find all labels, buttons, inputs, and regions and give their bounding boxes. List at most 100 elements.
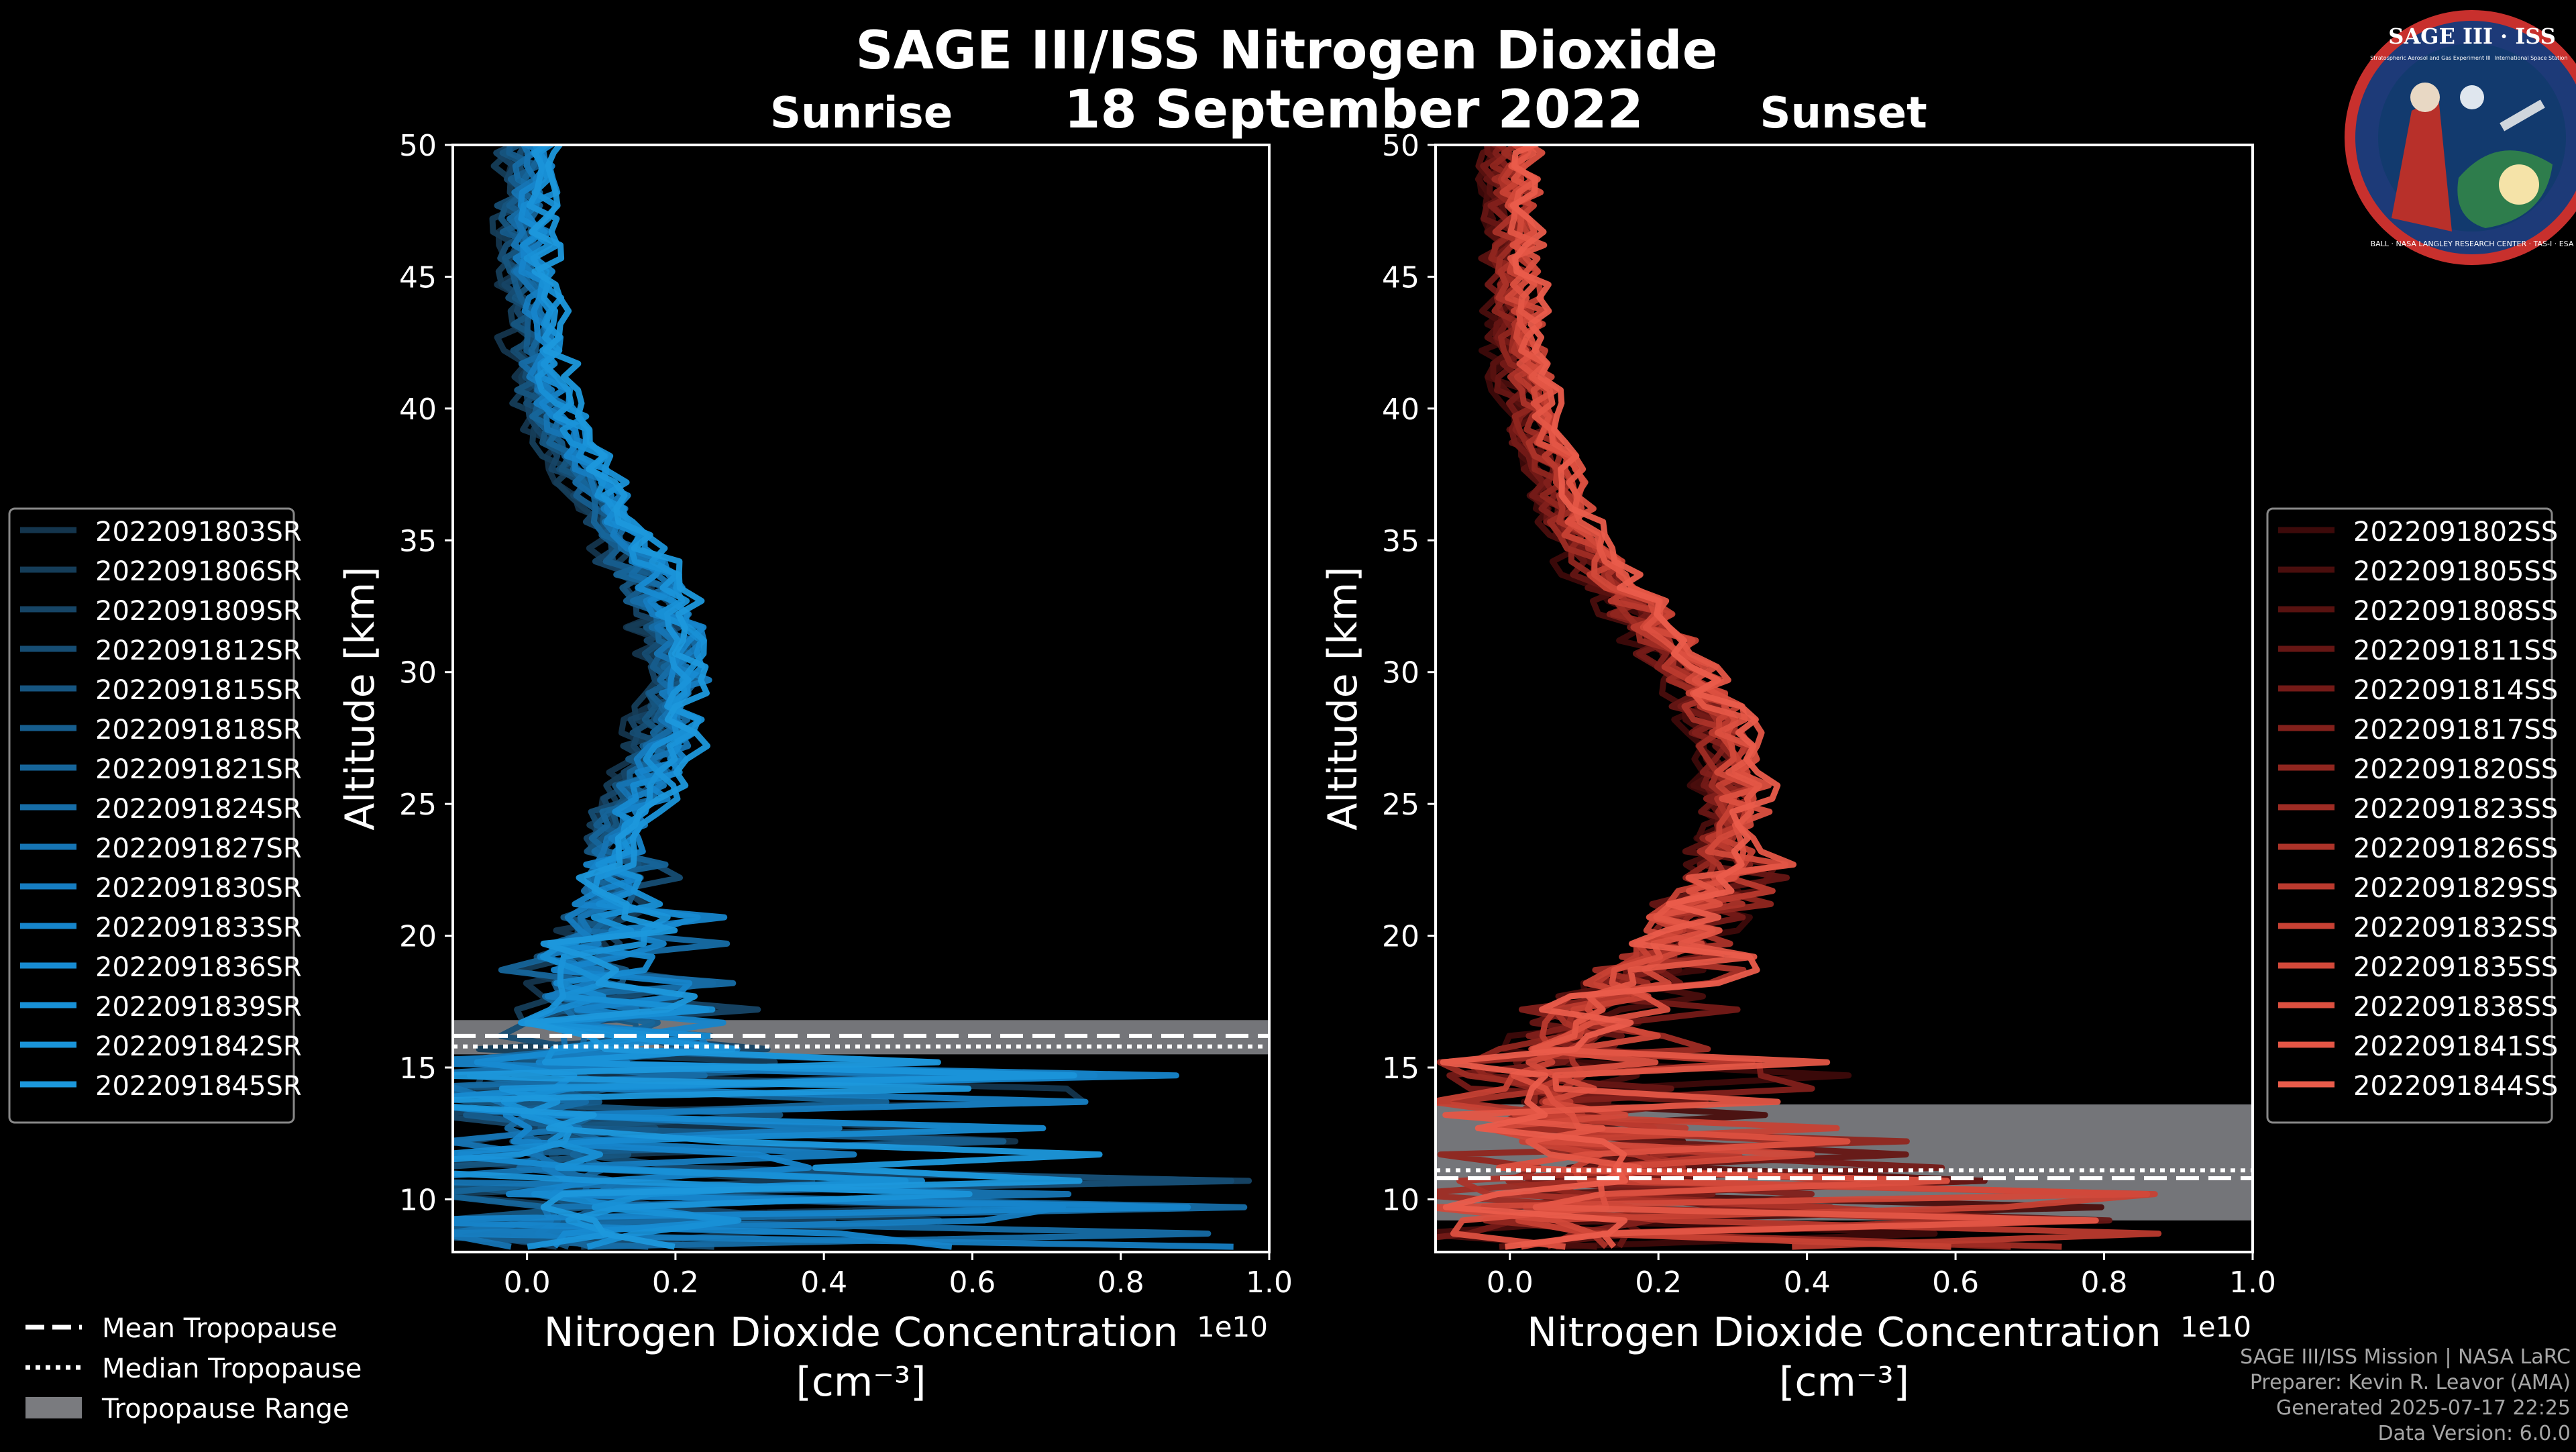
legend-label: 2022091830SR xyxy=(95,873,302,904)
sage-logo: SAGE III · ISS Stratospheric Aerosol and… xyxy=(2345,10,2576,265)
y-tick-label: 10 xyxy=(399,1183,437,1217)
x-tick-label: 0.0 xyxy=(504,1265,551,1300)
y-tick-label: 30 xyxy=(399,656,437,690)
legend-label: 2022091821SR xyxy=(95,754,302,785)
logo-figure-head xyxy=(2410,83,2440,112)
series-line-2022091838SS xyxy=(1450,145,1950,1250)
legend-label: 2022091841SS xyxy=(2353,1031,2558,1062)
tropo-legend-patch xyxy=(25,1397,82,1418)
x-tick-label: 0.6 xyxy=(949,1265,996,1300)
y-tick-label: 45 xyxy=(1382,260,1419,295)
figure-date: 18 September 2022 xyxy=(1064,80,1644,140)
legend-label: 2022091838SS xyxy=(2353,992,2558,1023)
legend-label: 2022091839SR xyxy=(95,992,302,1023)
sunrise-plot: 10 15 20 25 30 35 40 45 50 0.0 0.2 0.4 0.6 0.8 1.0 1e10… xyxy=(337,129,1293,1406)
y-tick-label: 40 xyxy=(1382,393,1419,427)
legend-label: 2022091824SR xyxy=(95,794,302,825)
series-line-2022091833SR xyxy=(453,145,1191,1250)
x-offset-text: 1e10 xyxy=(1197,1310,1268,1343)
legend-label: 2022091818SR xyxy=(95,715,302,745)
tropo-legend-label: Tropopause Range xyxy=(101,1394,350,1424)
y-tick-label: 20 xyxy=(1382,920,1419,954)
x-tick-label: 1.0 xyxy=(1246,1265,1293,1300)
x-tick-label: 0.4 xyxy=(800,1265,847,1300)
legend-label: 2022091844SS xyxy=(2353,1071,2558,1102)
series-line-2022091845SR xyxy=(453,145,1103,1250)
sunset-plot: 10 15 20 25 30 35 40 45 50 0.0 0.2 0.4 0.6 0.8 1.0 1e10… xyxy=(1320,129,2276,1406)
series-line-2022091844SS xyxy=(1440,145,1781,1250)
sunset-panel-title: Sunset xyxy=(1760,89,1927,138)
legend-label: 2022091809SR xyxy=(95,596,302,627)
legend-label: 2022091808SS xyxy=(2353,596,2558,627)
y-tick-label: 30 xyxy=(1382,656,1419,690)
sunset-legend: 2022091802SS 2022091805SS 2022091808SS 2022… xyxy=(2266,507,2558,1124)
x-tick-label: 1.0 xyxy=(2229,1265,2276,1300)
x-axis-label: Nitrogen Dioxide Concentration xyxy=(1527,1309,2161,1356)
x-offset-text: 1e10 xyxy=(2180,1310,2251,1343)
y-axis-label: Altitude [km] xyxy=(1320,566,1366,831)
legend-box xyxy=(8,507,295,1124)
legend-label: 2022091826SS xyxy=(2353,833,2558,864)
legend-label: 2022091836SR xyxy=(95,952,302,983)
y-tick-label: 40 xyxy=(399,393,437,427)
logo-station-shape xyxy=(2500,99,2545,132)
logo-mini-left: Stratospheric Aerosol and Gas Experiment… xyxy=(2370,55,2490,61)
tropopause-legend: Mean Tropopause Median Tropopause Tropopau… xyxy=(25,1313,362,1424)
logo-moon-shape xyxy=(2460,85,2484,109)
legend-label: 2022091802SS xyxy=(2353,517,2558,548)
logo-mini-right: International Space Station xyxy=(2495,55,2568,61)
sunrise-panel-title: Sunrise xyxy=(770,89,953,138)
y-tick-label: 25 xyxy=(399,788,437,822)
legend-label: 2022091829SS xyxy=(2353,873,2558,904)
x-tick-label: 0.6 xyxy=(1932,1265,1979,1300)
footer-version: Data Version: 6.0.0 xyxy=(2377,1422,2571,1445)
legend-label: 2022091842SR xyxy=(95,1031,302,1062)
legend-label: 2022091812SR xyxy=(95,635,302,666)
y-tick-label: 15 xyxy=(1382,1051,1419,1086)
y-tick-label: 35 xyxy=(399,524,437,558)
legend-label: 2022091835SS xyxy=(2353,952,2558,983)
x-axis-unit: [cm⁻³] xyxy=(1779,1359,1909,1406)
legend-label: 2022091817SS xyxy=(2353,715,2558,745)
x-tick-label: 0.0 xyxy=(1487,1265,1534,1300)
y-tick-label: 50 xyxy=(399,129,437,163)
plot-frame xyxy=(1434,144,2254,1253)
footer-preparer: Preparer: Kevin R. Leavor (AMA) xyxy=(2249,1371,2571,1394)
tropo-legend-label: Mean Tropopause xyxy=(102,1313,337,1344)
footer-mission: SAGE III/ISS Mission | NASA LaRC xyxy=(2240,1345,2571,1369)
x-tick-label: 0.4 xyxy=(1784,1265,1831,1300)
y-tick-label: 35 xyxy=(1382,524,1419,558)
logo-figure-shape xyxy=(2392,97,2452,231)
y-tick-label: 25 xyxy=(1382,788,1419,822)
plot-body xyxy=(1436,145,2253,1250)
x-tick-label: 0.8 xyxy=(2081,1265,2128,1300)
plot-body xyxy=(453,145,1269,1250)
legend-label: 2022091823SS xyxy=(2353,794,2558,825)
footer-credits: SAGE III/ISS Mission | NASA LaRC Prepare… xyxy=(2240,1345,2571,1447)
series-line-2022091832SS xyxy=(1436,145,2158,1250)
y-tick-label: 15 xyxy=(399,1051,437,1086)
legend-label: 2022091814SS xyxy=(2353,675,2558,706)
y-tick-label: 10 xyxy=(1382,1183,1419,1217)
logo-ring-text: BALL · NASA LANGLEY RESEARCH CENTER · TA… xyxy=(2371,240,2574,248)
legend-label: 2022091803SR xyxy=(95,517,302,548)
y-tick-label: 50 xyxy=(1382,129,1419,163)
series-line-2022091842SR xyxy=(453,145,1077,1250)
logo-sun-shape xyxy=(2499,164,2539,205)
figure-title: SAGE III/ISS Nitrogen Dioxide xyxy=(855,21,1717,81)
legend-label: 2022091845SR xyxy=(95,1071,302,1102)
legend-label: 2022091815SR xyxy=(95,675,302,706)
legend-label: 2022091832SS xyxy=(2353,913,2558,943)
x-tick-label: 0.2 xyxy=(652,1265,699,1300)
y-axis-label: Altitude [km] xyxy=(337,566,384,831)
legend-box xyxy=(2266,507,2553,1124)
y-tick-label: 45 xyxy=(399,260,437,295)
logo-top-text: SAGE III · ISS xyxy=(2388,23,2556,49)
legend-label: 2022091806SR xyxy=(95,556,302,587)
legend-label: 2022091827SR xyxy=(95,833,302,864)
x-axis-label: Nitrogen Dioxide Concentration xyxy=(544,1309,1179,1356)
legend-label: 2022091833SR xyxy=(95,913,302,943)
plot-frame xyxy=(451,144,1271,1253)
x-tick-label: 0.2 xyxy=(1635,1265,1682,1300)
sunrise-legend: 2022091803SR 2022091806SR 2022091809SR 2022… xyxy=(8,507,302,1124)
